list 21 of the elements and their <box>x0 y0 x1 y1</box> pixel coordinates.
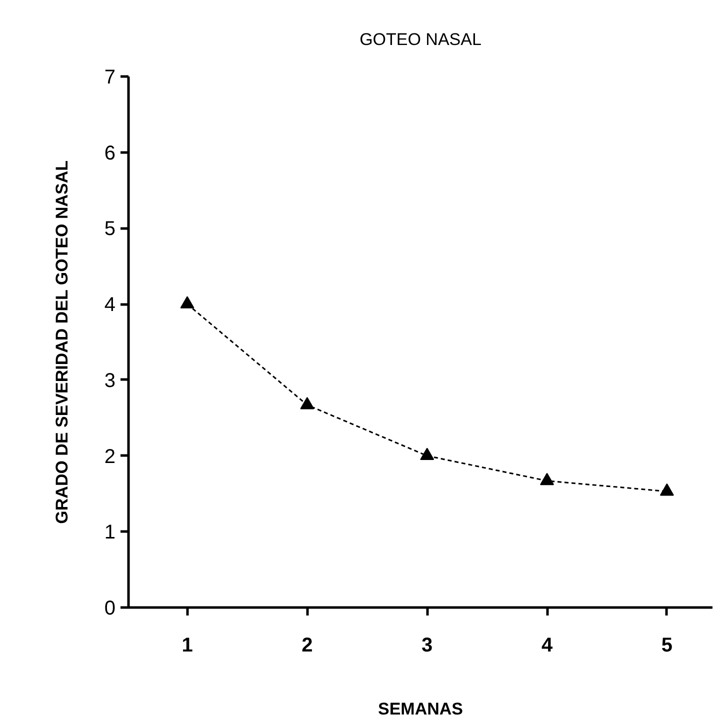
y-tick-label: 0 <box>104 598 116 620</box>
x-tick-label: 4 <box>541 634 554 656</box>
point <box>660 483 674 496</box>
y-tick-label: 7 <box>104 66 116 88</box>
x-tick-label: 2 <box>302 634 313 656</box>
y-tick-label: 5 <box>104 218 116 240</box>
y-tick-label: 4 <box>104 294 116 316</box>
point <box>300 396 314 410</box>
x-axis-title: SEMANAS <box>378 700 464 718</box>
x-tick-label: 1 <box>182 634 193 656</box>
y-tick-label: 6 <box>104 142 116 164</box>
point <box>420 448 434 460</box>
y-axis-title: GRADO DE SEVERIDAD DEL GOTEO NASAL <box>52 160 72 524</box>
x-tick-label: 3 <box>422 634 433 656</box>
point <box>540 472 554 486</box>
y-tick-label: 2 <box>104 446 116 468</box>
chart-title: GOTEO NASAL <box>360 30 482 49</box>
y-tick-label: 3 <box>104 370 116 392</box>
y-tick-label: 1 <box>104 522 116 544</box>
x-tick-label: 5 <box>661 634 672 656</box>
point <box>180 296 194 308</box>
